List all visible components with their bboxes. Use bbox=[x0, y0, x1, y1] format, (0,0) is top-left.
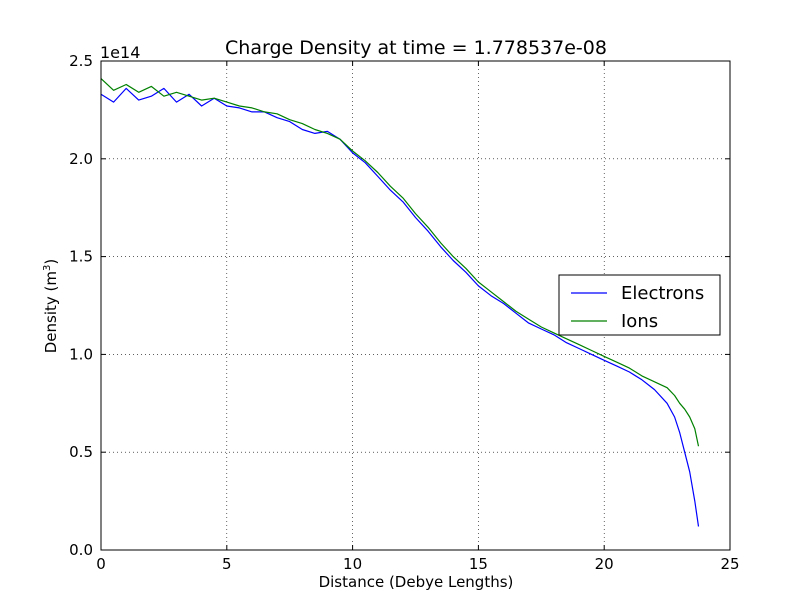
y-tick-label: 2.5 bbox=[69, 52, 93, 70]
y-tick-label: 0.5 bbox=[69, 443, 93, 461]
chart-title: Charge Density at time = 1.778537e-08 bbox=[225, 37, 607, 59]
series-line-ions bbox=[100, 78, 700, 447]
legend-label-ions: Ions bbox=[621, 311, 658, 332]
y-axis-label-main: Density (m bbox=[42, 271, 60, 353]
x-tick-label: 20 bbox=[595, 555, 614, 573]
series-layer bbox=[100, 78, 700, 527]
y-axis-label-superscript: 3 bbox=[42, 265, 53, 271]
series-line-electrons bbox=[100, 87, 700, 527]
x-axis-label: Distance (Debye Lengths) bbox=[319, 573, 514, 591]
legend: Electrons Ions bbox=[558, 274, 721, 336]
y-tick-label: 1.5 bbox=[69, 248, 93, 266]
legend-label-electrons: Electrons bbox=[621, 283, 704, 304]
legend-box bbox=[558, 274, 721, 336]
x-tick-label: 0 bbox=[96, 555, 106, 573]
x-tick-label: 5 bbox=[222, 555, 232, 573]
axis-ticks: 0 5 10 15 20 25 0.0 0.5 1.0 1.5 2.0 2.5 bbox=[69, 52, 739, 573]
x-tick-label: 10 bbox=[343, 555, 362, 573]
y-tick-label: 2.0 bbox=[69, 150, 93, 168]
y-tick-label: 0.0 bbox=[69, 541, 93, 559]
x-tick-label: 15 bbox=[469, 555, 488, 573]
y-tick-label: 1.0 bbox=[69, 345, 93, 363]
x-tick-label: 25 bbox=[720, 555, 739, 573]
plot-frame bbox=[100, 60, 731, 551]
y-axis-label: Density (m3) bbox=[42, 259, 60, 354]
y-offset-label: 1e14 bbox=[100, 43, 140, 62]
y-axis-label-close: ) bbox=[42, 259, 60, 265]
